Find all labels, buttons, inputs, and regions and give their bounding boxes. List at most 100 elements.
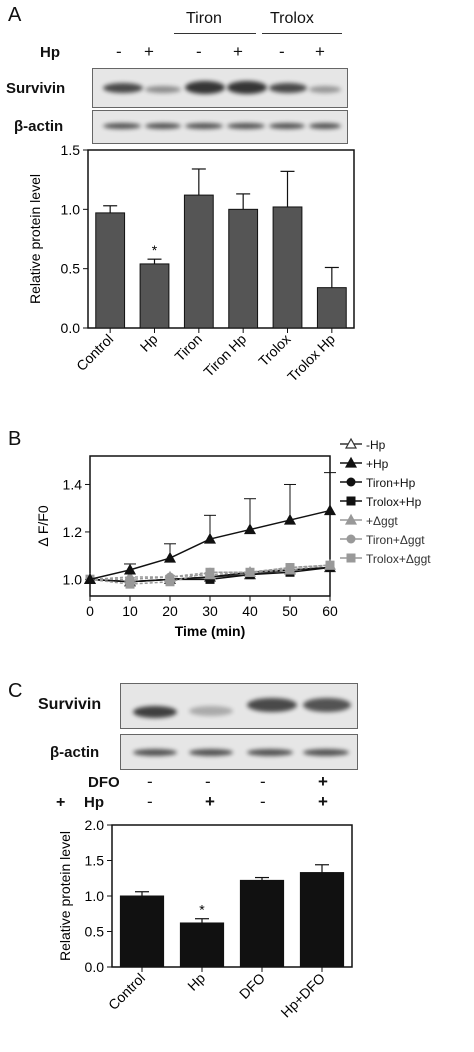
x-tick-label: Hp	[184, 970, 208, 994]
y-tick-label: 1.0	[63, 571, 83, 587]
x-tick-label: 0	[86, 603, 94, 619]
x-tick-label: 10	[122, 603, 138, 619]
x-tick-label: 30	[202, 603, 218, 619]
group-line-tiron	[174, 33, 256, 34]
plus-prefix: +	[56, 794, 66, 811]
data-point	[165, 577, 175, 587]
blot-label-actin: β-actin	[14, 118, 64, 135]
x-tick-label: 20	[162, 603, 178, 619]
hp-sign: -	[116, 42, 122, 61]
y-tick-label: 0.5	[85, 924, 105, 940]
y-tick-label: 0.5	[61, 261, 81, 277]
hp-sign-c: -	[147, 792, 153, 811]
significance-star: *	[199, 902, 205, 918]
significance-star: *	[152, 242, 158, 258]
bar	[179, 922, 225, 968]
data-point	[163, 551, 177, 563]
y-tick-label: 1.0	[85, 888, 105, 904]
chart-b: 1.0 1.2 1.4 0 10 20 30 40 50 60 Time (min) Δ F/F0 -H…	[35, 437, 431, 639]
hp-row-label-c: Hp	[84, 794, 104, 811]
bar	[299, 872, 345, 968]
bar	[139, 263, 170, 329]
data-point	[285, 563, 295, 573]
x-tick-label: 60	[322, 603, 338, 619]
data-point	[83, 573, 97, 584]
actin-blot-image	[92, 110, 348, 144]
data-point	[346, 496, 356, 506]
data-point	[346, 534, 356, 544]
chart-c: 0.0 0.5 1.0 1.5 2.0 Control * Hp DFO Hp+DFO Relati…	[57, 817, 353, 1021]
x-tick-label: Tiron Hp	[200, 331, 249, 380]
data-point	[344, 437, 358, 449]
bar	[272, 206, 303, 329]
hp-sign: -	[279, 42, 285, 61]
y-tick-label: 2.0	[85, 817, 105, 833]
panel-c-letter: C	[8, 680, 23, 702]
hp-row-label: Hp	[40, 44, 60, 61]
x-tick-label: Hp+DFO	[277, 970, 328, 1021]
survivin-blot-image	[92, 68, 348, 108]
x-tick-label: Tiron	[171, 331, 205, 365]
hp-sign-c: -	[260, 792, 266, 811]
y-tick-label: 1.4	[63, 476, 83, 492]
data-point	[344, 513, 358, 525]
survivin-blot-image-c	[120, 683, 358, 729]
dfo-sign: -	[260, 772, 266, 791]
x-tick-label: Control	[105, 970, 148, 1013]
x-tick-label: 50	[282, 603, 298, 619]
y-tick-label: 0.0	[85, 959, 105, 975]
data-point	[123, 563, 137, 575]
y-tick-label: 1.0	[61, 201, 81, 217]
x-tick-label: Trolox	[255, 331, 293, 369]
bar	[119, 895, 165, 968]
x-axis-label: Time (min)	[175, 623, 246, 639]
legend-label: Tiron+Hp	[366, 476, 416, 490]
x-tick-label: Trolox Hp	[284, 331, 338, 385]
data-point	[203, 532, 217, 544]
actin-blot-image-c	[120, 734, 358, 770]
data-point	[205, 567, 215, 577]
x-tick-label: Control	[73, 331, 116, 374]
data-point	[243, 523, 257, 535]
y-axis-label: Relative protein level	[57, 831, 73, 961]
data-point	[344, 456, 358, 468]
legend-label: -Hp	[366, 438, 386, 452]
y-tick-label: 1.5	[61, 142, 81, 158]
hp-sign-c: +	[205, 792, 215, 811]
legend-label: +Δggt	[366, 514, 398, 528]
plot-frame	[87, 149, 355, 329]
data-point	[245, 567, 255, 577]
legend-label: Tiron+Δggt	[366, 533, 425, 547]
hp-sign: +	[315, 42, 325, 61]
panel-a-letter: A	[8, 4, 22, 26]
group-line-trolox	[262, 33, 342, 34]
data-point	[325, 560, 335, 570]
data-point	[323, 504, 337, 516]
group-label-tiron: Tiron	[186, 10, 222, 27]
hp-sign-c: +	[318, 792, 328, 811]
group-label-trolox: Trolox	[270, 10, 314, 27]
legend-label: +Hp	[366, 457, 389, 471]
y-axis-label: Relative protein level	[27, 174, 43, 304]
blot-label-actin-c: β-actin	[50, 744, 100, 761]
dfo-row-label: DFO	[88, 774, 120, 791]
y-axis-label: Δ F/F0	[35, 505, 51, 546]
bar	[239, 879, 285, 968]
bar	[316, 287, 347, 329]
legend-label: Trolox+Hp	[366, 495, 422, 509]
hp-sign: +	[144, 42, 154, 61]
data-point	[346, 477, 356, 487]
dfo-sign: -	[147, 772, 153, 791]
data-point	[125, 579, 135, 589]
hp-sign: +	[233, 42, 243, 61]
dfo-sign: -	[205, 772, 211, 791]
dfo-sign: +	[318, 772, 328, 791]
blot-label-survivin-c: Survivin	[38, 696, 102, 713]
y-tick-label: 1.5	[85, 853, 105, 869]
x-tick-label: 40	[242, 603, 258, 619]
data-point	[205, 574, 215, 584]
y-tick-label: 1.2	[63, 524, 83, 540]
data-point	[346, 553, 356, 563]
bar	[183, 194, 214, 329]
